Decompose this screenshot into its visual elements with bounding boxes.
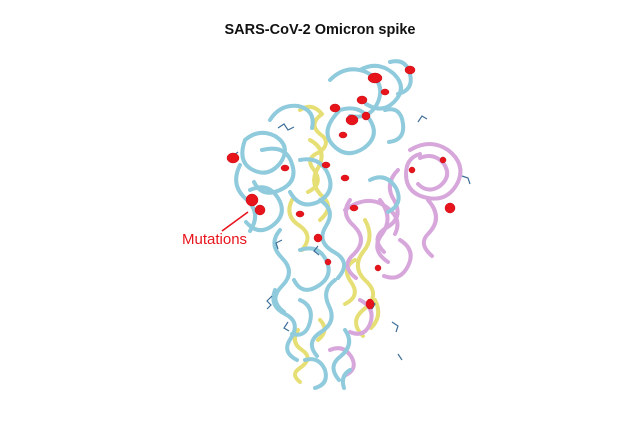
mutation-marker (439, 156, 447, 164)
mutation-marker (361, 111, 371, 121)
mutation-marker (280, 164, 290, 172)
mutations-label: Mutations (182, 231, 248, 248)
figure-title: SARS-CoV-2 Omicron spike (224, 22, 416, 38)
mutation-marker (254, 204, 266, 216)
mutation-marker (295, 210, 305, 218)
mutation-marker (329, 103, 341, 113)
mutation-marker (374, 264, 382, 272)
mutation-marker (380, 88, 390, 96)
mutation-marker (324, 258, 332, 266)
mutation-marker (338, 131, 348, 139)
mutation-marker (367, 72, 383, 84)
mutation-marker (444, 202, 456, 214)
mutation-marker (313, 233, 323, 243)
mutation-marker (321, 161, 331, 169)
annotation-arrow (221, 211, 249, 232)
mutation-marker (356, 95, 368, 105)
chain-a-blue (234, 59, 413, 390)
mutation-marker (345, 114, 359, 126)
mutation-marker (404, 65, 416, 75)
chain-c-violet (328, 142, 463, 378)
mutation-markers (226, 65, 456, 310)
mutation-marker (365, 298, 375, 310)
mutation-marker (340, 174, 350, 182)
mutation-marker (245, 193, 259, 207)
mutation-marker (226, 152, 240, 164)
mutation-marker (349, 204, 359, 212)
mutation-marker (408, 166, 416, 174)
